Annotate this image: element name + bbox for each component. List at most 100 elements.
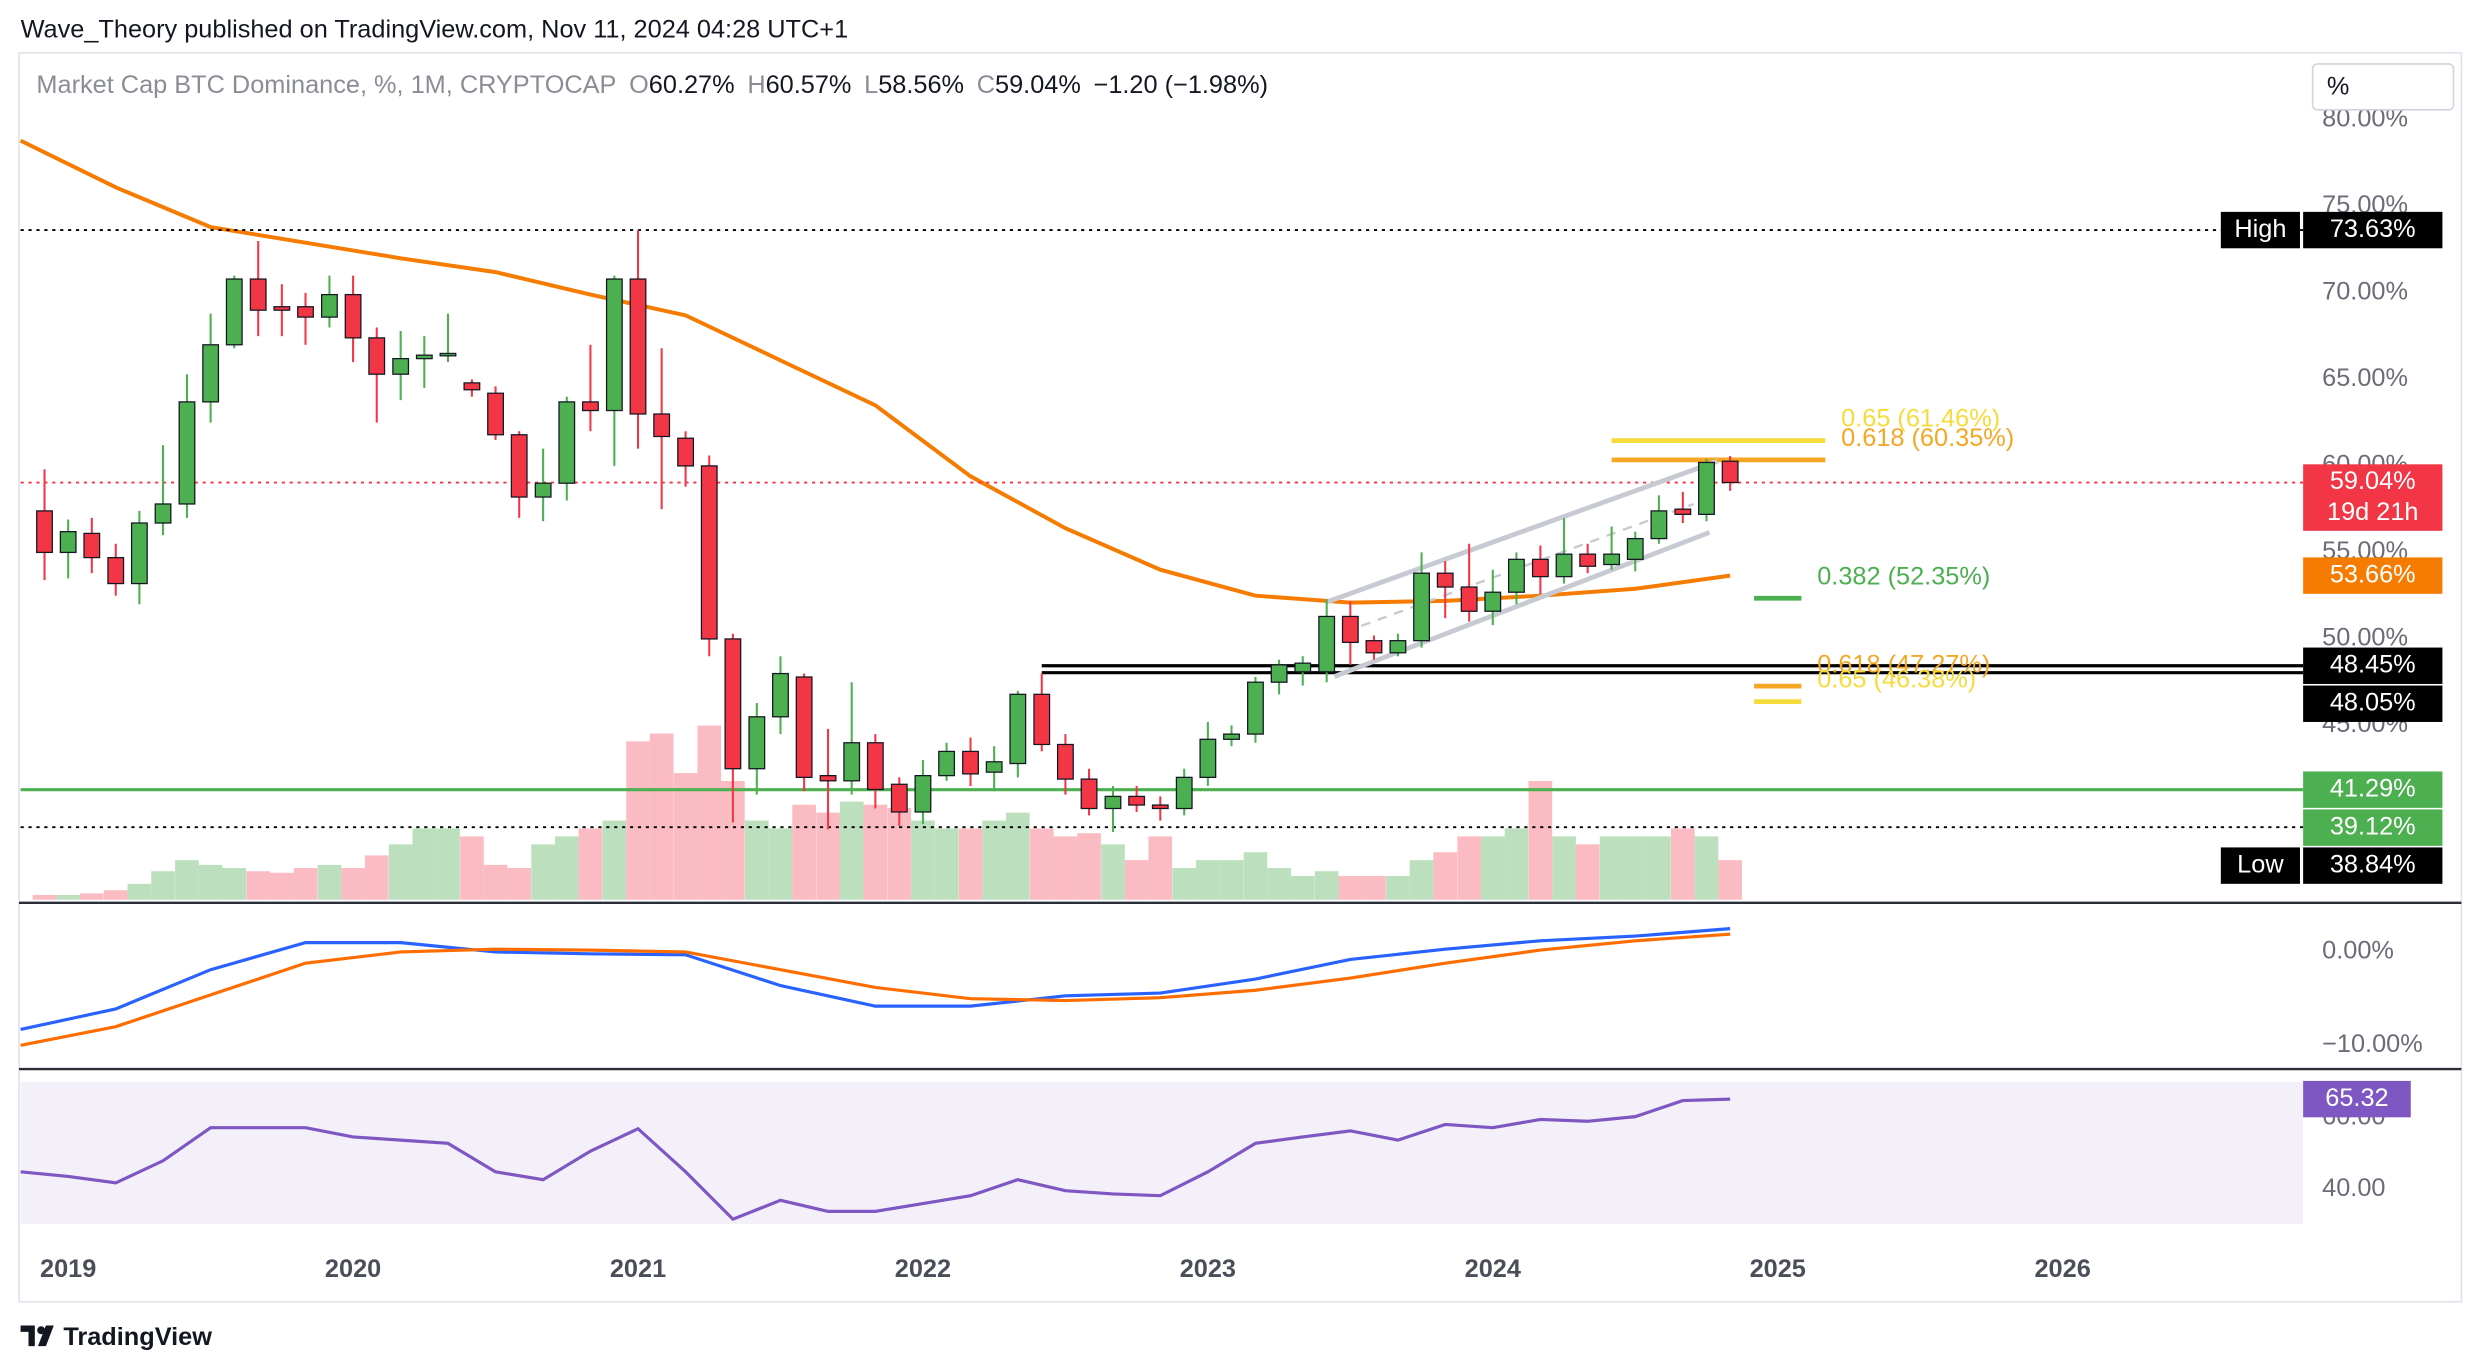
legend-value: 59.04% [995, 71, 1081, 99]
series-line [20, 1097, 1731, 1222]
volume-bar [602, 820, 627, 900]
volume-bar [32, 894, 57, 900]
candle-body [1555, 553, 1573, 578]
price-label-box [2303, 647, 2443, 684]
volume-bar [293, 868, 318, 900]
volume-bar [1480, 836, 1505, 900]
candle-body [795, 676, 813, 778]
candle-body [107, 556, 125, 585]
price-tag: Low [2237, 850, 2284, 878]
volume-bar [460, 836, 484, 900]
volume-bar [317, 864, 342, 900]
candle-body [368, 337, 386, 375]
volume-bar [1077, 833, 1101, 900]
price-label-box [2303, 771, 2443, 808]
volume-bar [364, 855, 389, 900]
legend-key: H [747, 71, 765, 99]
price-tag-box [2220, 847, 2300, 884]
volume-bar [1314, 871, 1339, 900]
volume-bar [1504, 828, 1529, 900]
footer-logo [20, 1325, 54, 1347]
candle-body [1151, 804, 1169, 810]
volume-bar [626, 741, 650, 900]
last-value-label: 65.32 [2325, 1084, 2388, 1112]
candle-body [558, 401, 576, 484]
price-label: 59.04% [2330, 467, 2416, 495]
candle-body [724, 638, 742, 770]
volume-bar [1196, 860, 1220, 900]
candle-body [890, 783, 908, 813]
candle-body [463, 382, 481, 391]
volume-bar [958, 828, 983, 900]
y-tick-label: 65.00% [2322, 364, 2408, 392]
price-label-box [2303, 211, 2443, 249]
price-label-box [2303, 557, 2443, 594]
volume-bar [839, 801, 864, 900]
candle-body [866, 742, 884, 791]
channel-line [1325, 458, 1719, 605]
volume-bar [768, 828, 793, 900]
candle-body [1698, 461, 1715, 515]
candle-body [605, 278, 623, 412]
candle-body [1080, 778, 1098, 810]
last-value-box [2303, 1080, 2411, 1118]
volume-bar [1694, 836, 1719, 900]
volume-layer [32, 725, 1742, 900]
volume-bar [483, 864, 508, 900]
candle-body [1650, 510, 1668, 540]
volume-bar [507, 868, 532, 900]
candle-body [415, 354, 433, 360]
fib-label: 0.618 (60.35%) [1841, 424, 2014, 452]
candle-body [1175, 776, 1193, 810]
candle-body [1674, 508, 1692, 515]
price-label-box [2303, 685, 2443, 722]
candle-body [1009, 693, 1027, 765]
price-tag: High [2234, 215, 2286, 243]
price-label: 53.66% [2330, 560, 2416, 588]
volume-bar [1552, 836, 1576, 900]
candle-body [1270, 664, 1288, 683]
volume-bar [792, 804, 816, 900]
candle-body [202, 344, 220, 403]
volume-bar [1243, 852, 1268, 900]
candle-body [178, 401, 196, 505]
volume-bar [1671, 828, 1695, 900]
volume-bar [1124, 860, 1149, 900]
volume-bar [531, 844, 555, 900]
rsi-band [20, 1081, 2304, 1225]
candle-body [1389, 640, 1407, 654]
candle-body [1603, 553, 1621, 566]
legend-title: Market Cap BTC Dominance, %, 1M, CRYPTOC… [36, 71, 616, 99]
volume-bar [127, 883, 152, 900]
candle-body [700, 465, 718, 640]
volume-bar [270, 872, 294, 900]
candle-body [1056, 743, 1074, 780]
candle-body [819, 774, 837, 782]
candle-body [748, 716, 766, 770]
volume-bar [222, 868, 247, 900]
volume-bar [934, 828, 959, 900]
x-tick-label: 2023 [1180, 1255, 1236, 1283]
volume-bar [697, 725, 722, 900]
candle-body [677, 437, 695, 467]
volume-bar [745, 820, 769, 900]
volume-bar [198, 864, 223, 900]
unit-button[interactable] [2311, 63, 2455, 111]
volume-bar [578, 828, 603, 900]
volume-bar [673, 773, 698, 900]
volume-bar [412, 828, 437, 900]
candle-body [154, 503, 172, 524]
candle-body [487, 392, 504, 436]
series-line [20, 932, 1731, 1047]
candle-body [985, 761, 1003, 773]
price-label: 39.12% [2330, 812, 2416, 840]
volume-bar [1338, 875, 1363, 900]
unit-button-label[interactable]: % [2327, 72, 2350, 100]
candle-body [534, 482, 552, 498]
legend: Market Cap BTC Dominance, %, 1M, CRYPTOC… [36, 71, 1268, 99]
candle-body [843, 742, 861, 782]
fib-label: 0.65 (61.46%) [1841, 405, 2000, 433]
volume-bar [103, 890, 128, 900]
fib-label: 0.618 (47.27%) [1817, 650, 1990, 678]
